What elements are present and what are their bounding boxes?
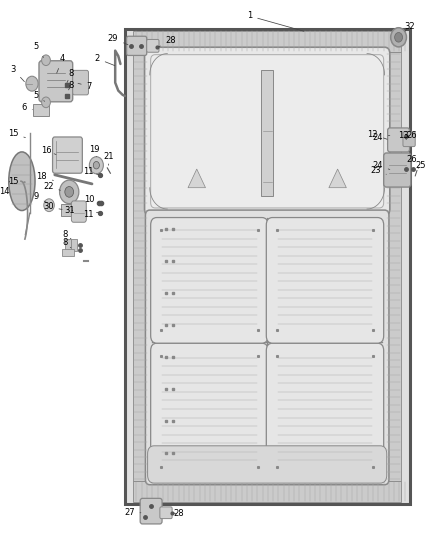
Text: 32: 32 <box>404 22 415 31</box>
FancyBboxPatch shape <box>160 507 172 519</box>
Text: 5: 5 <box>33 43 43 58</box>
Text: 8: 8 <box>62 238 71 248</box>
Circle shape <box>65 187 74 197</box>
Text: 1: 1 <box>247 12 304 31</box>
Text: 5: 5 <box>33 92 45 101</box>
Text: 8: 8 <box>68 81 74 90</box>
FancyBboxPatch shape <box>127 36 147 55</box>
Bar <box>133 31 401 52</box>
FancyBboxPatch shape <box>384 153 411 187</box>
Text: 25: 25 <box>415 161 426 169</box>
Bar <box>133 481 401 502</box>
Text: 24: 24 <box>372 161 390 169</box>
Text: 30: 30 <box>43 203 62 211</box>
Circle shape <box>42 97 50 108</box>
Text: 23: 23 <box>370 166 386 175</box>
Bar <box>61 204 71 216</box>
Circle shape <box>44 199 54 212</box>
FancyBboxPatch shape <box>73 70 88 95</box>
Text: 15: 15 <box>8 177 25 185</box>
Text: 29: 29 <box>108 34 128 45</box>
Bar <box>62 249 74 256</box>
FancyBboxPatch shape <box>148 446 387 483</box>
Text: 26: 26 <box>406 156 417 164</box>
FancyBboxPatch shape <box>266 343 384 479</box>
FancyBboxPatch shape <box>39 61 73 102</box>
Bar <box>71 239 77 251</box>
Text: 12: 12 <box>367 130 387 139</box>
FancyBboxPatch shape <box>145 210 389 484</box>
Circle shape <box>60 180 79 204</box>
FancyBboxPatch shape <box>145 47 390 215</box>
FancyBboxPatch shape <box>403 132 415 147</box>
Text: 31: 31 <box>64 206 74 214</box>
Text: 13: 13 <box>398 131 408 140</box>
FancyBboxPatch shape <box>388 128 410 152</box>
Circle shape <box>391 28 406 47</box>
Polygon shape <box>329 169 346 188</box>
Text: 14: 14 <box>0 181 10 196</box>
FancyBboxPatch shape <box>266 217 384 343</box>
Text: 21: 21 <box>103 152 114 165</box>
Circle shape <box>89 157 103 174</box>
FancyBboxPatch shape <box>53 137 82 173</box>
Text: 27: 27 <box>124 508 141 517</box>
Text: 6: 6 <box>21 103 32 112</box>
FancyBboxPatch shape <box>71 201 86 222</box>
Bar <box>65 239 71 251</box>
FancyBboxPatch shape <box>151 343 268 479</box>
Circle shape <box>395 33 403 42</box>
Text: 8: 8 <box>62 230 71 239</box>
Bar <box>33 104 49 116</box>
FancyBboxPatch shape <box>147 39 159 52</box>
Bar <box>133 52 148 481</box>
Polygon shape <box>188 169 205 188</box>
Polygon shape <box>125 29 410 504</box>
Text: 28: 28 <box>159 36 176 47</box>
FancyBboxPatch shape <box>151 55 384 208</box>
Text: 22: 22 <box>43 182 60 191</box>
Ellipse shape <box>9 152 35 211</box>
Text: 10: 10 <box>85 196 99 204</box>
Bar <box>386 52 401 481</box>
Text: 26: 26 <box>406 132 417 140</box>
Circle shape <box>26 76 38 91</box>
Text: 11: 11 <box>83 167 99 176</box>
Circle shape <box>93 161 99 169</box>
Circle shape <box>42 55 50 66</box>
Text: 8: 8 <box>67 69 74 83</box>
Text: 24: 24 <box>372 133 390 142</box>
Text: 18: 18 <box>36 173 53 181</box>
Text: 16: 16 <box>41 146 56 155</box>
Text: 15: 15 <box>8 129 25 138</box>
Text: 9: 9 <box>34 192 47 203</box>
Text: 11: 11 <box>83 210 99 219</box>
Text: 7: 7 <box>78 82 92 91</box>
Bar <box>261 70 273 196</box>
Text: 28: 28 <box>173 510 184 518</box>
Text: 19: 19 <box>89 145 99 157</box>
FancyBboxPatch shape <box>151 217 268 343</box>
Text: 3: 3 <box>11 65 25 82</box>
Text: 2: 2 <box>95 54 115 66</box>
FancyBboxPatch shape <box>140 498 162 524</box>
Text: 4: 4 <box>57 54 65 73</box>
